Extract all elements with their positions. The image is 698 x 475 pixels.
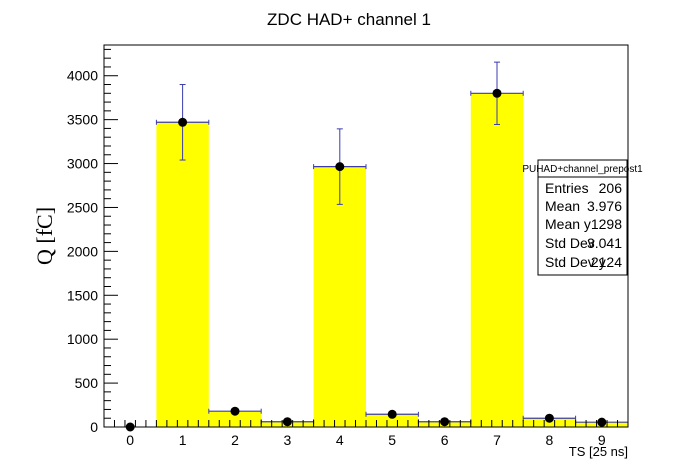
bar-ts-4 bbox=[313, 166, 366, 427]
y-axis-label: Q [fC] bbox=[32, 207, 57, 265]
points-layer bbox=[125, 88, 607, 432]
y-tick-label-3000: 3000 bbox=[67, 156, 98, 172]
y-tick-label-0: 0 bbox=[90, 419, 98, 435]
x-tick-label-1: 1 bbox=[179, 432, 187, 448]
data-point-ts-5 bbox=[387, 409, 397, 419]
data-point-ts-2 bbox=[230, 406, 240, 416]
stats-value-std-dev: 3.041 bbox=[587, 235, 622, 251]
x-tick-label-4: 4 bbox=[336, 432, 344, 448]
data-point-ts-4 bbox=[335, 162, 345, 172]
stats-box-frame bbox=[537, 159, 628, 276]
data-point-ts-8 bbox=[544, 413, 554, 423]
x-tick-label-9: 9 bbox=[598, 432, 606, 448]
y-tick-label-1500: 1500 bbox=[67, 287, 98, 303]
y-tick-label-4000: 4000 bbox=[67, 68, 98, 84]
x-tick-label-7: 7 bbox=[493, 432, 501, 448]
x-tick-label-6: 6 bbox=[441, 432, 449, 448]
x-tick-label-5: 5 bbox=[388, 432, 396, 448]
stats-box: PUHAD+channel_prepost1 Entries 206 Mean … bbox=[522, 159, 643, 276]
x-axis-label: TS [25 ns] bbox=[569, 444, 628, 459]
chart-title: ZDC HAD+ channel 1 bbox=[267, 10, 431, 29]
stats-value-std-dev-y: 2124 bbox=[591, 254, 622, 270]
x-tick-label-2: 2 bbox=[231, 432, 239, 448]
y-axis: 0 500 1000 1500 2000 2500 3000 3500 4000 bbox=[67, 48, 118, 435]
stats-label-std-dev: Std Dev bbox=[545, 235, 595, 251]
bar-ts-2 bbox=[208, 411, 262, 427]
stats-label-mean-y: Mean y bbox=[545, 216, 591, 232]
stats-value-entries: 206 bbox=[599, 180, 623, 196]
y-tick-label-2000: 2000 bbox=[67, 243, 98, 259]
bar-ts-7 bbox=[470, 93, 524, 427]
data-point-ts-9 bbox=[597, 417, 607, 427]
x-tick-label-3: 3 bbox=[284, 432, 292, 448]
data-point-ts-1 bbox=[178, 117, 188, 127]
stats-label-mean: Mean bbox=[545, 198, 580, 214]
data-point-ts-6 bbox=[440, 417, 450, 427]
bar-ts-5 bbox=[366, 414, 419, 427]
x-tick-label-8: 8 bbox=[546, 432, 554, 448]
data-point-ts-3 bbox=[282, 417, 292, 427]
bar-ts-1 bbox=[156, 122, 209, 427]
y-tick-label-500: 500 bbox=[75, 375, 99, 391]
stats-label-std-dev-y: Std Dev y bbox=[545, 254, 606, 270]
x-tick-label-0: 0 bbox=[126, 432, 134, 448]
y-tick-label-2500: 2500 bbox=[67, 199, 98, 215]
y-tick-label-3500: 3500 bbox=[67, 112, 98, 128]
stats-box-title: PUHAD+channel_prepost1 bbox=[522, 164, 643, 175]
stats-value-mean: 3.976 bbox=[587, 198, 622, 214]
y-tick-label-1000: 1000 bbox=[67, 331, 98, 347]
x-axis: 0 1 2 3 4 5 6 7 8 9 bbox=[113, 420, 619, 448]
data-point-ts-7 bbox=[492, 88, 502, 98]
stats-label-entries: Entries bbox=[545, 180, 589, 196]
stats-value-mean-y: 1298 bbox=[591, 216, 622, 232]
